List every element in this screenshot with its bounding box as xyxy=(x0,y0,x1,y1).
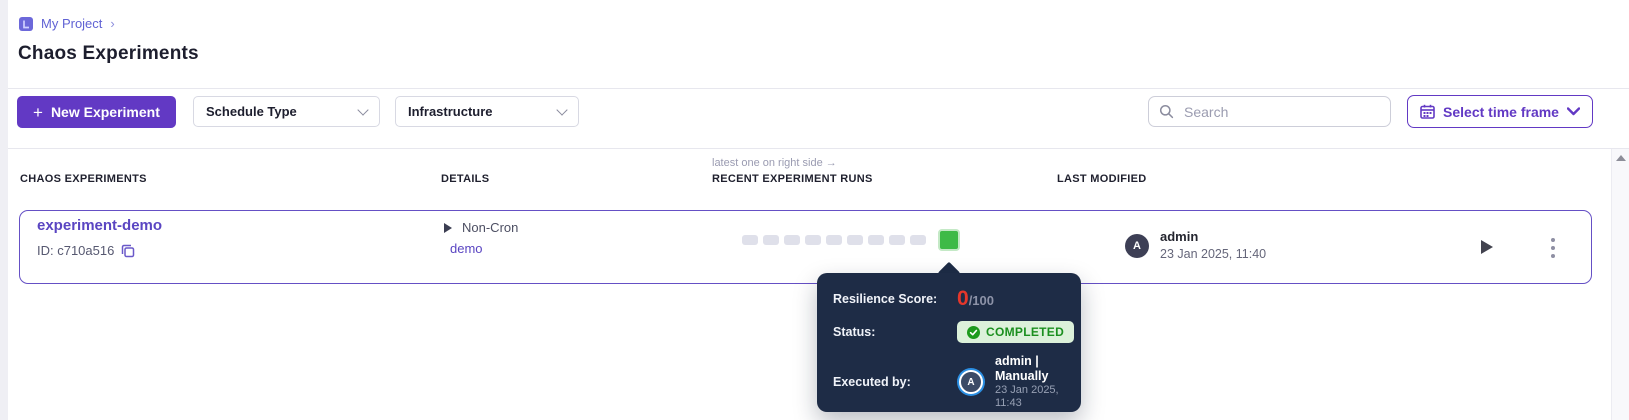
vertical-scrollbar[interactable] xyxy=(1611,149,1629,420)
time-frame-label: Select time frame xyxy=(1443,103,1559,120)
infrastructure-link[interactable]: demo xyxy=(450,241,483,256)
header-divider xyxy=(8,88,1629,89)
search-input[interactable] xyxy=(1182,102,1380,121)
run-pill[interactable] xyxy=(889,235,905,245)
schedule-type-dropdown[interactable]: Schedule Type xyxy=(193,96,380,127)
experiment-id-label: ID: c710a516 xyxy=(37,243,115,258)
column-header-last-modified: LAST MODIFIED xyxy=(1057,173,1147,185)
run-latest[interactable] xyxy=(938,229,960,251)
infrastructure-dropdown[interactable]: Infrastructure xyxy=(395,96,579,127)
resilience-score-value: 0 /100 xyxy=(957,288,994,309)
executed-by-value: admin | Manually xyxy=(995,354,1049,383)
tooltip-status-row: Status: COMPLETED xyxy=(833,321,1075,343)
modified-by: admin xyxy=(1160,229,1199,244)
schedule-type-cell: Non-Cron xyxy=(444,220,518,235)
left-edge-strip xyxy=(0,0,8,420)
chevron-down-icon xyxy=(357,103,369,116)
breadcrumb-project-link[interactable]: My Project xyxy=(41,16,103,31)
plus-icon: + xyxy=(33,102,43,122)
copy-icon[interactable] xyxy=(121,244,135,258)
project-icon xyxy=(19,16,33,31)
column-header-details: DETAILS xyxy=(441,173,490,185)
tooltip-executed-row: Executed by: A admin | Manually 23 Jan 2… xyxy=(833,354,1065,410)
infrastructure-label: Infrastructure xyxy=(408,104,493,119)
executed-by-details: admin | Manually 23 Jan 2025, 11:43 xyxy=(995,354,1065,410)
resilience-score-label: Resilience Score: xyxy=(833,291,938,306)
chevron-down-icon xyxy=(556,103,568,116)
page-title: Chaos Experiments xyxy=(18,43,199,64)
score-total: /100 xyxy=(968,293,994,308)
run-tooltip: Resilience Score: 0 /100 Status: COMPLET… xyxy=(817,273,1081,412)
schedule-type-value: Non-Cron xyxy=(462,220,519,235)
breadcrumb-separator: › xyxy=(110,16,115,31)
column-header-chaos-experiments: CHAOS EXPERIMENTS xyxy=(20,173,147,185)
expand-play-icon[interactable] xyxy=(444,222,452,233)
calendar-icon xyxy=(1420,104,1435,119)
run-pill[interactable] xyxy=(847,235,863,245)
experiment-id: ID: c710a516 xyxy=(37,243,135,258)
run-pill[interactable] xyxy=(805,235,821,245)
run-history xyxy=(742,228,960,252)
select-time-frame-button[interactable]: Select time frame xyxy=(1407,95,1593,128)
status-value: COMPLETED xyxy=(986,325,1065,339)
new-experiment-label: New Experiment xyxy=(50,104,160,120)
modified-at: 23 Jan 2025, 11:40 xyxy=(1160,247,1267,261)
runs-order-annotation: latest one on right side → xyxy=(712,157,837,169)
experiment-row[interactable] xyxy=(19,210,1592,284)
run-pill[interactable] xyxy=(784,235,800,245)
chevron-down-icon xyxy=(1566,107,1580,116)
breadcrumb[interactable]: My Project › xyxy=(19,16,115,31)
search-icon xyxy=(1159,104,1174,119)
tooltip-resilience-row: Resilience Score: 0 /100 xyxy=(833,288,1065,309)
run-pill[interactable] xyxy=(910,235,926,245)
check-circle-icon xyxy=(967,325,980,339)
run-experiment-button[interactable] xyxy=(1481,240,1493,254)
scroll-up-arrow-icon[interactable] xyxy=(1615,155,1626,161)
schedule-type-label: Schedule Type xyxy=(206,104,297,119)
executed-at-value: 23 Jan 2025, 11:43 xyxy=(995,384,1059,409)
new-experiment-button[interactable]: + New Experiment xyxy=(17,96,176,128)
avatar: A xyxy=(1125,234,1149,258)
experiment-name-link[interactable]: experiment-demo xyxy=(37,217,163,234)
avatar: A xyxy=(959,370,983,394)
run-pill[interactable] xyxy=(868,235,884,245)
score-number: 0 xyxy=(957,287,969,310)
search-box[interactable] xyxy=(1148,96,1391,127)
run-pill[interactable] xyxy=(826,235,842,245)
run-pill[interactable] xyxy=(763,235,779,245)
run-pill[interactable] xyxy=(742,235,758,245)
column-header-recent-runs: RECENT EXPERIMENT RUNS xyxy=(712,173,873,185)
row-menu-button[interactable] xyxy=(1551,238,1555,258)
toolbar-divider xyxy=(8,148,1629,149)
status-badge: COMPLETED xyxy=(957,321,1075,343)
executed-by-label: Executed by: xyxy=(833,375,911,389)
status-label: Status: xyxy=(833,325,876,339)
